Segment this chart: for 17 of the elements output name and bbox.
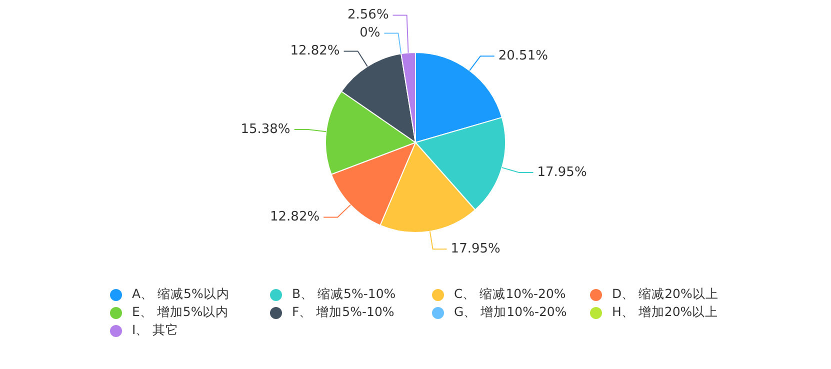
legend-label: I、 其它 bbox=[132, 322, 179, 339]
data-label: 2.56% bbox=[348, 8, 389, 23]
data-label: 17.95% bbox=[450, 241, 500, 256]
legend-label: C、 缩减10%-20% bbox=[454, 286, 566, 303]
data-label: 20.51% bbox=[498, 48, 548, 64]
legend-label: H、 增加20%以上 bbox=[612, 304, 718, 321]
data-label: 12.82% bbox=[270, 210, 320, 225]
legend-label: D、 缩减20%以上 bbox=[612, 286, 718, 303]
legend-label: F、 增加5%-10% bbox=[292, 304, 394, 321]
legend-label: G、 增加10%-20% bbox=[454, 304, 567, 321]
data-label: 12.82% bbox=[290, 44, 340, 59]
legend-label: A、 缩减5%以内 bbox=[132, 286, 230, 303]
legend-label: E、 增加5%以内 bbox=[132, 304, 229, 321]
data-label: 15.38% bbox=[240, 122, 290, 137]
text: 0% bbox=[360, 26, 380, 41]
data-label: 17.95% bbox=[537, 164, 587, 180]
legend-label: B、 缩减5%-10% bbox=[292, 286, 396, 303]
